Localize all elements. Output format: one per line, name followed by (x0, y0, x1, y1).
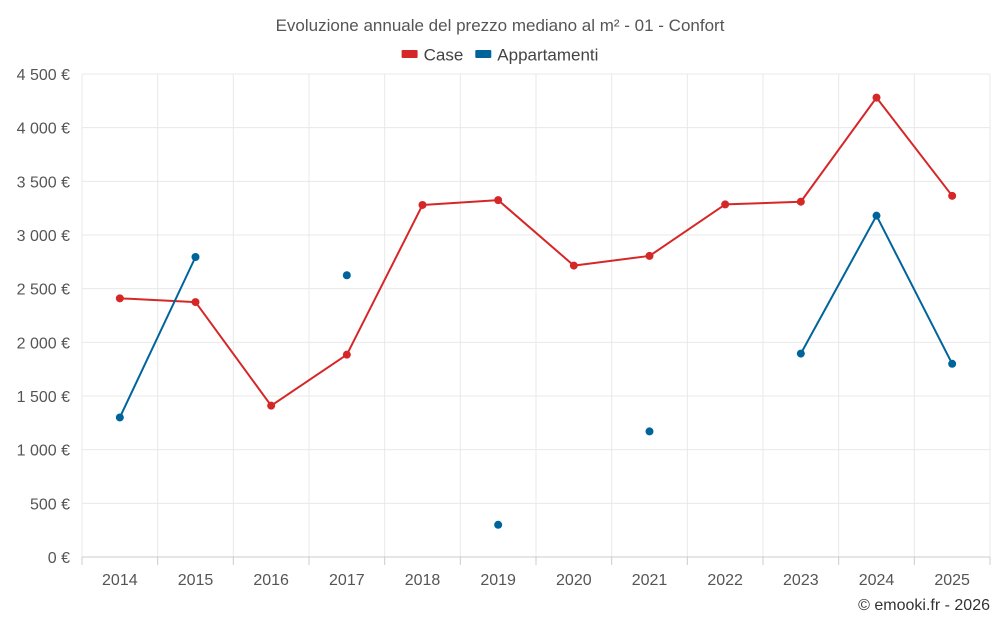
data-point[interactable] (721, 200, 730, 209)
x-tick-label: 2015 (178, 572, 214, 589)
x-tick-label: 2023 (783, 572, 819, 589)
chart-title: Evoluzione annuale del prezzo mediano al… (276, 16, 725, 35)
axes: 0 € 500 € 1 000 € 1 500 € 2 000 € 2 500 € 3 00… (17, 67, 991, 589)
series-line-segment (270, 353, 348, 407)
series-case (115, 93, 957, 410)
y-tick-label: 4 500 € (17, 67, 70, 84)
series-line-segment (875, 214, 954, 365)
data-point[interactable] (569, 261, 578, 270)
y-tick-label: 2 500 € (17, 282, 70, 299)
series-line-segment (572, 254, 651, 267)
credit-text: © emooki.fr - 2026 (858, 597, 990, 614)
x-tick-label: 2025 (934, 572, 970, 589)
data-point[interactable] (342, 271, 351, 280)
y-tick-label: 3 500 € (17, 174, 70, 191)
legend-label: Appartamenti (497, 45, 598, 64)
x-tick-label: 2024 (859, 572, 895, 589)
x-tick-label: 2018 (405, 572, 441, 589)
data-point[interactable] (796, 197, 805, 206)
series-line-segment (724, 200, 802, 206)
data-point[interactable] (191, 298, 200, 307)
series-line-segment (799, 214, 878, 355)
legend-item-appartamenti[interactable]: Appartamenti (475, 45, 598, 64)
series-line-segment (497, 199, 575, 267)
data-point[interactable] (115, 413, 124, 422)
series-line-segment (648, 203, 727, 257)
x-tick-label: 2021 (632, 572, 668, 589)
series-appartamenti (115, 211, 957, 529)
series-line-segment (875, 96, 954, 197)
y-tick-label: 3 000 € (17, 228, 70, 245)
series-line-segment (194, 301, 273, 407)
x-tick-label: 2019 (480, 572, 516, 589)
y-tick-label: 500 € (30, 496, 70, 513)
data-point[interactable] (645, 427, 654, 436)
legend-label: Case (424, 45, 464, 64)
y-tick-label: 4 000 € (17, 121, 70, 138)
series-line-segment (421, 199, 500, 206)
data-point[interactable] (191, 253, 200, 262)
data-point[interactable] (115, 294, 124, 303)
data-point[interactable] (872, 93, 881, 102)
x-tick-label: 2022 (707, 572, 743, 589)
data-point[interactable] (418, 200, 427, 209)
data-point[interactable] (872, 211, 881, 220)
legend-swatch (401, 50, 418, 58)
y-tick-label: 0 € (48, 550, 70, 567)
legend[interactable]: Case Appartamenti (401, 45, 599, 64)
series-line-segment (118, 297, 197, 304)
data-point[interactable] (494, 520, 503, 529)
y-tick-label: 1 500 € (17, 389, 70, 406)
series-line-segment (799, 96, 878, 203)
y-tick-label: 2 000 € (17, 335, 70, 352)
x-tick-label: 2016 (253, 572, 289, 589)
legend-swatch (475, 50, 492, 58)
data-point[interactable] (342, 350, 351, 359)
data-point[interactable] (267, 401, 276, 410)
grid (81, 73, 991, 558)
y-tick-label: 1 000 € (17, 443, 70, 460)
x-tick-label: 2020 (556, 572, 592, 589)
legend-item-case[interactable]: Case (401, 45, 464, 64)
x-tick-label: 2017 (329, 572, 365, 589)
series-line-segment (118, 256, 197, 419)
data-point[interactable] (796, 349, 805, 358)
series-line-segment (345, 203, 424, 356)
data-point[interactable] (645, 251, 654, 260)
data-point[interactable] (948, 359, 957, 368)
x-tick-label: 2014 (102, 572, 138, 589)
data-point[interactable] (948, 191, 957, 200)
series (115, 93, 957, 529)
data-point[interactable] (494, 196, 503, 205)
